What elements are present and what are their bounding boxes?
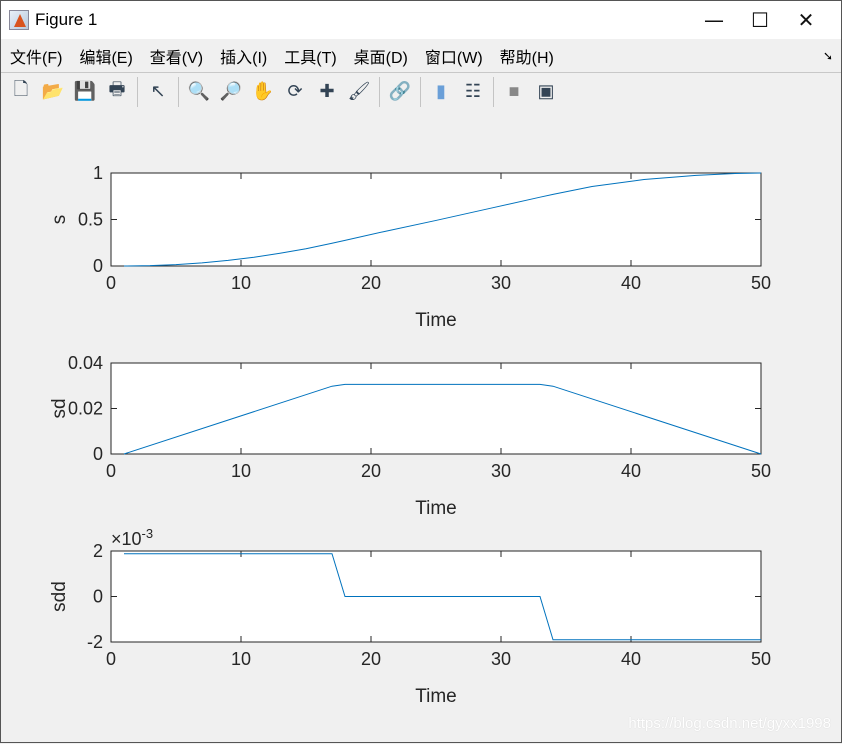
x-tick-label: 0 [106, 273, 116, 293]
x-tick-label: 30 [491, 273, 511, 293]
x-tick-label: 10 [231, 461, 251, 481]
x-tick-label: 50 [751, 273, 771, 293]
title-bar: Figure 1 — ☐ ✕ [1, 1, 841, 39]
series-line-s [123, 172, 762, 267]
y-axis-label: sdd [49, 581, 70, 612]
window-title: Figure 1 [35, 10, 98, 29]
x-tick-label: 20 [361, 461, 381, 481]
hide-plot-tools-icon[interactable]: ■ [508, 81, 520, 101]
data-cursor-icon[interactable]: ✚ [319, 81, 335, 101]
series-line-sd [123, 383, 762, 455]
y-tick-label: 0.04 [68, 353, 103, 373]
toolbar-separator [493, 76, 494, 107]
x-tick-label: 40 [621, 649, 641, 669]
menu-2[interactable]: 查看(V) [149, 50, 204, 67]
y-tick-label: 0 [93, 444, 103, 464]
menu-1[interactable]: 编辑(E) [79, 50, 133, 67]
y-tick-label: 0.5 [78, 210, 103, 230]
watermark: https://blog.csdn.net/gyxx1998 [628, 715, 831, 732]
x-tick-label: 10 [231, 273, 251, 293]
x-tick-label: 20 [361, 273, 381, 293]
dock-arrow-icon[interactable]: ➘ [822, 49, 833, 63]
brush-icon[interactable]: 🖌 [347, 81, 371, 101]
y-axis-label: s [49, 215, 70, 225]
save-icon[interactable]: 💾 [73, 81, 97, 101]
x-tick-label: 20 [361, 649, 381, 669]
rotate-3d-icon[interactable]: ⟳ [287, 81, 303, 101]
toolbar-separator [178, 76, 179, 107]
minimize-button[interactable]: — [704, 8, 724, 32]
y-axis-label: sd [49, 398, 70, 418]
x-tick-label: 30 [491, 461, 511, 481]
menu-0[interactable]: 文件(F) [10, 50, 63, 67]
x-tick-label: 30 [491, 649, 511, 669]
x-axis-label: Time [415, 498, 457, 519]
toolbar-separator [420, 76, 421, 107]
x-tick-label: 50 [751, 649, 771, 669]
matlab-icon [9, 10, 29, 30]
y-tick-label: 0.02 [68, 399, 103, 419]
series-line-sdd [124, 553, 761, 641]
toolbar-separator [379, 76, 380, 107]
axis-exponent: ×10-3 [111, 526, 153, 549]
pointer-icon[interactable]: ↖ [150, 81, 166, 101]
x-tick-label: 40 [621, 273, 641, 293]
legend-icon[interactable]: ☷ [464, 81, 482, 101]
menu-7[interactable]: 帮助(H) [499, 50, 554, 67]
y-tick-label: 2 [93, 541, 103, 561]
menu-5[interactable]: 桌面(D) [353, 50, 408, 67]
x-tick-label: 0 [106, 649, 116, 669]
close-button[interactable]: ✕ [797, 8, 815, 32]
menu-4[interactable]: 工具(T) [284, 50, 337, 67]
x-tick-label: 50 [751, 461, 771, 481]
y-tick-label: -2 [87, 632, 103, 652]
x-axis-label: Time [415, 310, 457, 331]
menu-6[interactable]: 窗口(W) [424, 50, 483, 67]
x-tick-label: 40 [621, 461, 641, 481]
x-tick-label: 0 [106, 461, 116, 481]
zoom-in-icon[interactable]: 🔍 [187, 81, 211, 101]
link-icon[interactable]: 🔗 [388, 81, 412, 101]
toolbar-separator [137, 76, 138, 107]
maximize-button[interactable]: ☐ [751, 8, 769, 32]
show-plot-tools-icon[interactable]: ▣ [537, 81, 555, 101]
toolbar: 🗋 📂 💾 🖶 ↖ 🔍 🔎 ✋ ⟳ ✚ 🖌 🔗 ▮ ☷ ■ ▣ [1, 72, 841, 110]
y-tick-label: 0 [93, 587, 103, 607]
y-tick-label: 0 [93, 256, 103, 276]
pan-icon[interactable]: ✋ [251, 81, 275, 101]
colorbar-icon[interactable]: ▮ [436, 81, 446, 101]
open-icon[interactable]: 📂 [41, 81, 65, 101]
x-axis-label: Time [415, 686, 457, 707]
print-icon[interactable]: 🖶 [108, 78, 126, 99]
menu-bar: 文件(F) 编辑(E) 查看(V) 插入(I) 工具(T) 桌面(D) 窗口(W) 帮助(H) [1, 41, 562, 71]
zoom-out-icon[interactable]: 🔎 [219, 81, 243, 101]
new-figure-icon[interactable]: 🗋 [13, 78, 29, 99]
y-tick-label: 1 [93, 163, 103, 183]
plot-area-1 [110, 362, 762, 455]
x-tick-label: 10 [231, 649, 251, 669]
menu-3[interactable]: 插入(I) [220, 50, 268, 67]
plot-area-0 [110, 172, 762, 267]
